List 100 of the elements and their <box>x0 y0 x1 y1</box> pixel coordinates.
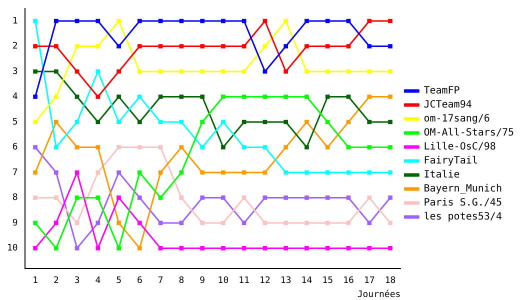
point <box>367 196 372 200</box>
y-tick-label: 10 <box>6 244 18 254</box>
point <box>158 170 163 175</box>
point <box>304 246 309 250</box>
legend-label: les potes53/4 <box>424 212 502 223</box>
point <box>74 18 80 24</box>
point <box>242 145 246 150</box>
point <box>74 44 80 48</box>
point <box>262 18 268 24</box>
point <box>367 145 372 150</box>
point <box>325 44 330 48</box>
point <box>367 94 372 99</box>
legend-label: JCTeam94 <box>424 100 472 111</box>
x-tick-label: 3 <box>74 276 80 286</box>
point <box>138 69 142 74</box>
point <box>304 94 309 99</box>
point <box>33 246 38 250</box>
point <box>242 18 246 24</box>
point <box>221 170 226 175</box>
point <box>325 220 330 226</box>
point <box>325 69 330 74</box>
point <box>200 120 204 124</box>
point <box>96 145 100 150</box>
x-tick-label: 4 <box>95 276 101 286</box>
point <box>388 120 392 124</box>
point <box>325 246 330 250</box>
point <box>200 145 204 150</box>
legend-label: FairyTail <box>424 156 478 167</box>
point <box>388 18 392 24</box>
legend-label: TeamFP <box>424 86 460 97</box>
point <box>33 94 38 99</box>
y-tick-label: 4 <box>12 92 18 102</box>
y-tick-label: 6 <box>12 142 18 153</box>
point <box>325 170 330 175</box>
point <box>284 220 288 226</box>
point <box>242 69 246 74</box>
x-tick-label: 8 <box>178 276 184 286</box>
point <box>54 69 58 74</box>
point <box>138 145 142 150</box>
point <box>221 18 226 24</box>
point <box>262 220 268 226</box>
point <box>33 145 38 150</box>
point <box>54 120 58 124</box>
point <box>96 120 100 124</box>
point <box>304 18 309 24</box>
point <box>284 120 288 124</box>
point <box>179 44 184 48</box>
point <box>304 220 309 226</box>
point <box>346 145 351 150</box>
point <box>388 94 392 99</box>
point <box>262 170 268 175</box>
point <box>158 44 163 48</box>
point <box>325 120 330 124</box>
point <box>179 69 184 74</box>
point <box>116 220 121 226</box>
point <box>33 44 38 48</box>
point <box>138 196 142 200</box>
point <box>200 246 204 250</box>
point <box>388 220 392 226</box>
point <box>96 220 100 226</box>
x-tick-label: 14 <box>301 276 312 286</box>
point <box>74 196 80 200</box>
point <box>179 120 184 124</box>
point <box>116 69 121 74</box>
point <box>96 170 100 175</box>
point <box>54 44 58 48</box>
point <box>200 18 204 24</box>
point <box>284 69 288 74</box>
y-tick-label: 3 <box>12 66 18 77</box>
point <box>284 44 288 48</box>
point <box>304 170 309 175</box>
point <box>284 145 288 150</box>
point <box>262 69 268 74</box>
point <box>179 94 184 99</box>
point <box>221 246 226 250</box>
point <box>158 246 163 250</box>
x-tick-label: 9 <box>200 276 206 286</box>
point <box>200 44 204 48</box>
point <box>221 44 226 48</box>
point <box>304 196 309 200</box>
x-tick-label: 12 <box>260 276 270 286</box>
point <box>116 18 121 24</box>
point <box>33 69 38 74</box>
point <box>346 44 351 48</box>
x-tick-label: 2 <box>53 276 59 286</box>
x-tick-label: 10 <box>218 276 229 286</box>
point <box>33 120 38 124</box>
legend-label: Italie <box>424 170 460 181</box>
point <box>33 220 38 226</box>
point <box>346 120 351 124</box>
point <box>179 220 184 226</box>
point <box>200 94 204 99</box>
point <box>284 196 288 200</box>
point <box>74 94 80 99</box>
point <box>242 196 246 200</box>
x-axis-title: Journées <box>357 288 401 300</box>
point <box>116 44 121 48</box>
point <box>388 44 392 48</box>
point <box>388 69 392 74</box>
point <box>388 246 392 250</box>
